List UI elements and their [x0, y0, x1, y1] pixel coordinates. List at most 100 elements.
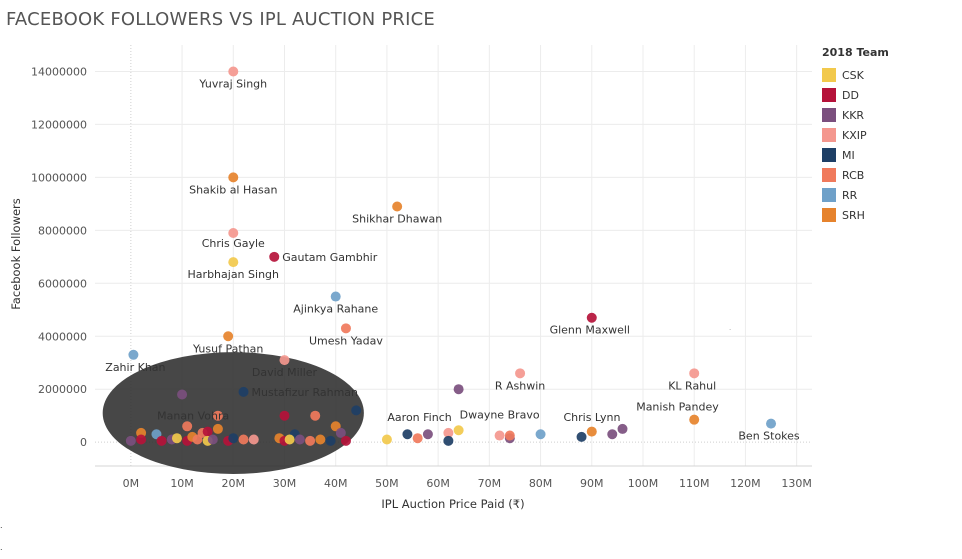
point-label: Zahir Khan [105, 361, 165, 374]
scatter-point-kkr[interactable] [617, 423, 628, 434]
x-tick-label: 0M [123, 477, 140, 490]
point-label: David Miller [252, 366, 318, 379]
x-tick-label: 10M [170, 477, 194, 490]
scatter-point-mi[interactable] [576, 431, 587, 442]
scatter-point-rr[interactable] [330, 291, 341, 302]
legend-swatch [822, 128, 836, 142]
scatter-point-kkr[interactable] [453, 384, 464, 395]
scatter-point-srh[interactable] [689, 414, 700, 425]
scatter-point-rcb[interactable] [340, 323, 351, 334]
legend-item-csk[interactable]: CSK [822, 65, 889, 85]
scatter-point-mi[interactable] [325, 435, 336, 446]
scatter-point-csk[interactable] [381, 434, 392, 445]
y-tick-label: 2000000 [38, 383, 87, 396]
scatter-point-kxip[interactable] [494, 430, 505, 441]
legend-label: MI [842, 148, 855, 162]
scatter-point-kxip[interactable] [279, 355, 290, 366]
scatter-point-dd[interactable] [340, 435, 351, 446]
corner-marks: . . [0, 515, 3, 559]
scatter-point-kkr[interactable] [125, 435, 136, 446]
scatter-point-rcb[interactable] [182, 421, 193, 432]
scatter-point-kxip[interactable] [228, 66, 239, 77]
scatter-point-csk[interactable] [228, 257, 239, 268]
scatter-point-rcb[interactable] [412, 433, 423, 444]
scatter-point-mi[interactable] [402, 429, 413, 440]
point-label: Chris Gayle [202, 237, 265, 250]
scatter-point-kkr[interactable] [335, 427, 346, 438]
scatter-point-mi[interactable] [351, 405, 362, 416]
scatter-point-rcb[interactable] [238, 434, 249, 445]
scatter-point-kxip[interactable] [248, 434, 259, 445]
y-axis-ticks: 0 2000000 4000000 6000000 8000000 10000000 120… [31, 65, 87, 449]
legend-swatch [822, 148, 836, 162]
legend-label: RR [842, 188, 858, 202]
scatter-point-csk[interactable] [284, 434, 295, 445]
scatter-point-rr[interactable] [128, 349, 139, 360]
point-label: R Ashwin [495, 379, 545, 392]
scatter-point-srh[interactable] [223, 331, 234, 342]
scatter-point-mi[interactable] [228, 433, 239, 444]
legend-label: DD [842, 88, 859, 102]
scatter-point-dd[interactable] [202, 426, 213, 437]
x-tick-label: 20M [222, 477, 246, 490]
scatter-point-mi[interactable] [238, 386, 249, 397]
scatter-point-csk[interactable] [453, 425, 464, 436]
scatter-point-csk[interactable] [171, 433, 182, 444]
legend-label: SRH [842, 208, 865, 222]
gridlines [95, 45, 812, 467]
scatter-point-srh[interactable] [586, 426, 597, 437]
point-label: Yuvraj Singh [198, 77, 267, 90]
scatter-point-srh[interactable] [315, 434, 326, 445]
legend-label: CSK [842, 68, 864, 82]
point-label: Yusuf Pathan [192, 342, 263, 355]
scatter-point-rr[interactable] [535, 429, 546, 440]
legend-item-kxip[interactable]: KXIP [822, 125, 889, 145]
scatter-point-rcb[interactable] [305, 435, 316, 446]
legend-item-mi[interactable]: MI [822, 145, 889, 165]
corner-mark: . [0, 543, 3, 552]
scatter-point-rcb[interactable] [310, 410, 321, 421]
point-label: Glenn Maxwell [550, 324, 630, 337]
point-label: Aaron Finch [387, 411, 451, 424]
legend-item-rcb[interactable]: RCB [822, 165, 889, 185]
point-label: Ajinkya Rahane [293, 303, 378, 316]
scatter-point-kxip[interactable] [689, 368, 700, 379]
legend-item-srh[interactable]: SRH [822, 205, 889, 225]
point-label: Manish Pandey [636, 401, 719, 414]
scatter-point-dd[interactable] [269, 251, 280, 262]
scatter-point-kxip[interactable] [515, 368, 526, 379]
legend-item-dd[interactable]: DD [822, 85, 889, 105]
scatter-point-rr[interactable] [766, 418, 777, 429]
scatter-point-kkr[interactable] [607, 429, 618, 440]
point-label: Manan Vohra [157, 409, 229, 422]
legend-title: 2018 Team [822, 46, 889, 59]
scatter-point-rcb[interactable] [212, 410, 223, 421]
scatter-point-srh[interactable] [392, 201, 403, 212]
scatter-point-dd[interactable] [279, 410, 290, 421]
point-label: Shikhar Dhawan [352, 213, 442, 226]
scatter-point-dd[interactable] [136, 434, 147, 445]
scatter-point-srh[interactable] [228, 172, 239, 183]
stray-mark: · [729, 326, 731, 334]
scatter-point-rcb[interactable] [504, 430, 515, 441]
scatter-point-kkr[interactable] [422, 429, 433, 440]
scatter-point-kxip[interactable] [228, 227, 239, 238]
legend-item-kkr[interactable]: KKR [822, 105, 889, 125]
x-tick-label: 40M [324, 477, 348, 490]
scatter-point-mi[interactable] [443, 435, 454, 446]
scatter-point-kkr[interactable] [294, 434, 305, 445]
scatter-point-kkr[interactable] [207, 434, 218, 445]
x-tick-label: 120M [730, 477, 761, 490]
scatter-point-dd[interactable] [156, 435, 167, 446]
scatter-point-dd[interactable] [586, 312, 597, 323]
scatter-point-kxip[interactable] [443, 427, 454, 438]
scatter-point-kkr[interactable] [177, 389, 188, 400]
legend-item-rr[interactable]: RR [822, 185, 889, 205]
y-tick-label: 0 [80, 436, 87, 449]
legend-label: RCB [842, 168, 865, 182]
scatter-point-srh[interactable] [212, 423, 223, 434]
x-tick-label: 50M [375, 477, 399, 490]
scatter-point-rcb[interactable] [192, 434, 203, 445]
corner-mark: . [0, 521, 3, 530]
